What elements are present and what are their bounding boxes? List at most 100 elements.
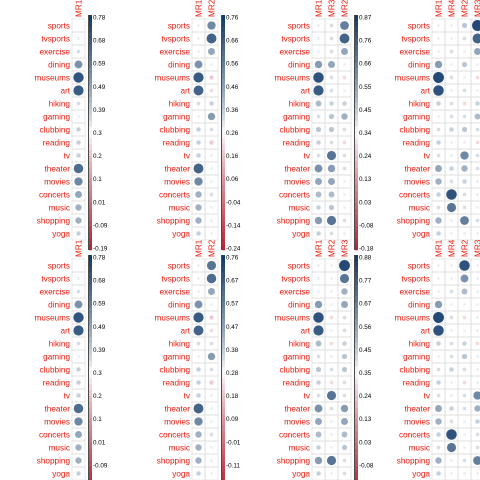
correlation-circle — [342, 380, 347, 385]
color-scale-segment — [89, 319, 92, 326]
row-label: theater — [285, 405, 311, 414]
scale-tick-label: 0.59 — [93, 301, 106, 308]
correlation-circle — [210, 167, 213, 170]
row-label: exercise — [40, 48, 71, 57]
row-label: clubbing — [160, 366, 191, 375]
correlation-circle — [343, 206, 346, 209]
row-label: gaming — [43, 353, 70, 362]
scale-tick-label: 0.18 — [226, 393, 239, 400]
color-scale-segment — [222, 272, 225, 279]
scale-tick-label: 0.3 — [93, 370, 102, 377]
correlation-circle — [209, 140, 214, 145]
correlation-circle — [77, 37, 80, 40]
corrplot-panel: sports tvsports exercise dining museums art hi… — [275, 239, 374, 480]
correlation-circle — [329, 406, 334, 411]
row-label: tv — [304, 152, 311, 161]
column-label: MR1 — [195, 239, 204, 257]
column-label: MR3 — [474, 0, 480, 17]
color-scale-segment — [355, 150, 358, 157]
correlation-circle — [449, 75, 454, 80]
color-scale-segment — [89, 238, 92, 245]
scale-tick-label: 0.66 — [359, 61, 372, 68]
correlation-circle — [449, 315, 454, 320]
correlation-circle — [446, 429, 457, 440]
correlation-circle — [75, 444, 82, 451]
scale-tick-label: 0.78 — [93, 15, 106, 22]
row-label: dining — [168, 301, 190, 310]
color-scale-segment — [89, 266, 92, 273]
correlation-circle — [317, 37, 320, 40]
correlation-circle — [76, 380, 81, 385]
correlation-circle — [313, 85, 324, 96]
correlation-circle — [327, 164, 336, 173]
row-label: tv — [424, 152, 431, 161]
correlation-circle — [436, 205, 441, 210]
color-scale-segment — [355, 448, 358, 456]
row-label: hiking — [409, 340, 431, 349]
scale-tick-label: 0.2 — [93, 393, 102, 400]
correlation-circle — [461, 288, 468, 295]
color-scale-segment — [222, 26, 225, 33]
correlation-circle — [329, 231, 334, 236]
color-scale-segment — [355, 401, 358, 409]
color-scale-segment — [89, 38, 92, 45]
correlation-circle — [210, 303, 213, 306]
row-label: tv — [424, 392, 431, 401]
color-scale-segment — [355, 191, 358, 198]
correlation-circle — [435, 178, 442, 185]
correlation-circle — [341, 418, 348, 425]
row-label: tv — [184, 392, 191, 401]
color-scale-segment — [89, 272, 92, 279]
scale-tick-label: 0.76 — [226, 15, 239, 22]
correlation-circle — [460, 151, 469, 160]
correlation-circle — [316, 354, 321, 359]
correlation-circle — [343, 63, 346, 66]
color-scale-segment — [222, 109, 225, 116]
correlation-circle — [196, 393, 201, 398]
correlation-circle — [450, 381, 453, 384]
correlation-circle — [436, 393, 441, 398]
correlation-circle — [340, 21, 349, 30]
color-scale-segment — [89, 73, 92, 80]
correlation-circle — [74, 60, 83, 69]
color-scale-segment — [222, 354, 225, 362]
correlation-circle — [462, 192, 467, 197]
row-label: museums — [155, 314, 191, 323]
color-scale-segment — [89, 120, 92, 127]
color-scale-segment — [222, 349, 225, 356]
correlation-circle — [195, 217, 202, 224]
color-scale-segment — [89, 114, 92, 122]
column-label: MR1 — [435, 239, 444, 257]
color-scale-segment — [222, 419, 225, 426]
correlation-circle — [196, 101, 201, 106]
column-label: MR4 — [448, 239, 457, 257]
correlation-circle — [76, 231, 81, 236]
row-label: art — [180, 327, 190, 336]
color-scale-segment — [222, 126, 225, 133]
correlation-circle — [316, 140, 321, 145]
correlation-circle — [437, 264, 440, 267]
color-scale-segment — [89, 349, 92, 356]
correlation-circle — [193, 72, 204, 83]
color-scale-segment — [89, 255, 92, 262]
row-label: concerts — [399, 191, 430, 200]
color-scale-segment — [222, 478, 225, 480]
color-scale-segment — [89, 173, 92, 180]
row-label: clubbing — [280, 366, 311, 375]
color-scale-segment — [89, 44, 92, 51]
correlation-circle — [450, 63, 453, 66]
row-label: shopping — [277, 457, 311, 466]
row-label: music — [289, 204, 310, 213]
correlation-circle — [462, 393, 467, 398]
correlation-circle — [436, 367, 441, 372]
color-scale-segment — [89, 260, 92, 268]
row-label: movies — [164, 418, 190, 427]
correlation-circle — [196, 341, 201, 346]
scale-tick-label: 0.38 — [226, 347, 239, 354]
row-label: tvsports — [161, 275, 190, 284]
correlation-circle — [313, 312, 324, 323]
correlation-circle — [315, 191, 322, 198]
color-scale-segment — [355, 454, 358, 461]
correlation-circle — [209, 328, 214, 333]
color-scale-segment — [222, 132, 225, 139]
